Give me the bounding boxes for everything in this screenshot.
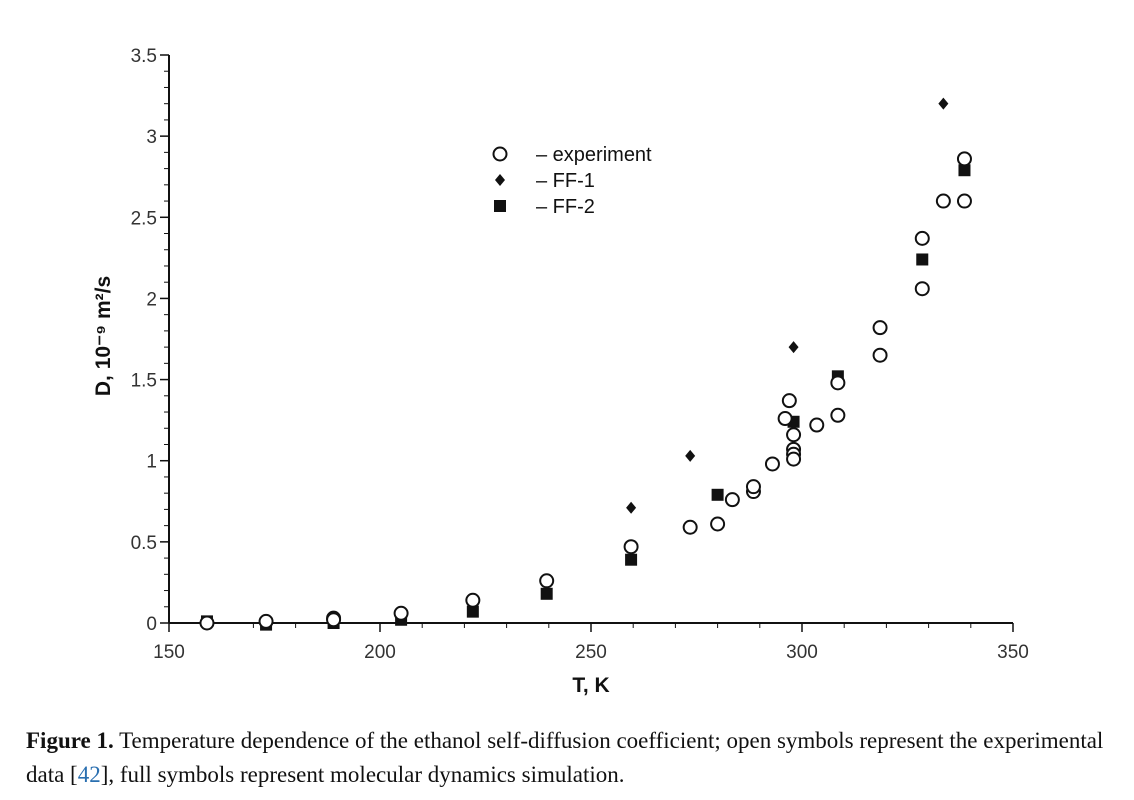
y-tick-label: 2.5	[131, 208, 157, 229]
open-circle-point	[623, 539, 639, 555]
x-tick-label: 250	[575, 642, 607, 663]
legend-marker-filled-square	[494, 200, 506, 212]
open-circle-point	[764, 456, 780, 472]
caption-text-1: Temperature dependence of the ethanol se…	[26, 728, 1104, 787]
x-axis-title: T, K	[572, 674, 609, 697]
open-circle-point	[956, 193, 972, 209]
legend-label: – FF-2	[536, 196, 595, 218]
open-circle-point	[745, 479, 761, 495]
data-marks	[199, 97, 972, 631]
y-tick-label: 0	[146, 614, 157, 635]
x-tick-label: 300	[786, 642, 818, 663]
filled-diamond-point	[685, 449, 696, 462]
open-circle-point	[465, 592, 481, 608]
open-circle-point	[872, 320, 888, 336]
filled-diamond-point	[938, 97, 949, 110]
filled-square-point	[916, 253, 929, 266]
y-tick-label: 1	[146, 452, 157, 473]
legend-label: – experiment	[536, 144, 652, 166]
filled-square-point	[711, 488, 724, 501]
y-axis-title: D, 10⁻⁹ m²/s	[92, 276, 115, 396]
legend-marker-open-circle	[492, 146, 508, 162]
open-circle-point	[724, 492, 740, 508]
filled-square-point	[625, 553, 638, 566]
open-circle-point	[539, 573, 555, 589]
citation-link[interactable]: 42	[77, 762, 101, 787]
figure-caption: Figure 1. Temperature dependence of the …	[26, 724, 1116, 792]
open-circle-point	[710, 516, 726, 532]
filled-diamond-point	[788, 341, 799, 354]
open-circle-point	[786, 451, 802, 467]
x-tick-label: 350	[997, 642, 1029, 663]
legend-marker-filled-diamond	[495, 174, 505, 186]
y-tick-label: 1.5	[131, 371, 157, 392]
filled-square-point	[466, 605, 479, 618]
filled-square-point	[958, 164, 971, 177]
open-circle-point	[682, 519, 698, 535]
open-circle-point	[872, 347, 888, 363]
y-tick-label: 0.5	[131, 533, 157, 554]
legend-label: – FF-1	[536, 170, 595, 192]
open-circle-point	[830, 375, 846, 391]
open-circle-point	[786, 427, 802, 443]
caption-label: Figure 1.	[26, 728, 114, 753]
open-circle-point	[258, 613, 274, 629]
open-circle-point	[777, 411, 793, 427]
scatter-chart: 150 200 250 300 350 0 0.5 1 1.5 2 2.5 3 3.5 – experi…	[92, 46, 1029, 697]
open-circle-point	[935, 193, 951, 209]
y-tick-label: 2	[146, 289, 157, 310]
open-circle-point	[781, 393, 797, 409]
caption-text-2: ], full symbols represent molecular dyna…	[100, 762, 625, 787]
y-tick-label: 3.5	[131, 46, 157, 67]
legend: – experiment – FF-1 – FF-2	[492, 144, 652, 218]
open-circle-point	[393, 605, 409, 621]
open-circle-point	[956, 151, 972, 167]
open-circle-point	[199, 615, 215, 631]
filled-square-point	[540, 587, 553, 600]
open-circle-point	[914, 281, 930, 297]
open-circle-point	[830, 407, 846, 423]
open-circle-point	[326, 612, 342, 628]
open-circle-point	[914, 230, 930, 246]
open-circle-point	[809, 417, 825, 433]
x-tick-label: 150	[153, 642, 185, 663]
filled-diamond-point	[626, 501, 637, 514]
x-tick-label: 200	[364, 642, 396, 663]
axes: 150 200 250 300 350 0 0.5 1 1.5 2 2.5 3 3.5	[131, 46, 1029, 663]
y-tick-label: 3	[146, 127, 157, 148]
